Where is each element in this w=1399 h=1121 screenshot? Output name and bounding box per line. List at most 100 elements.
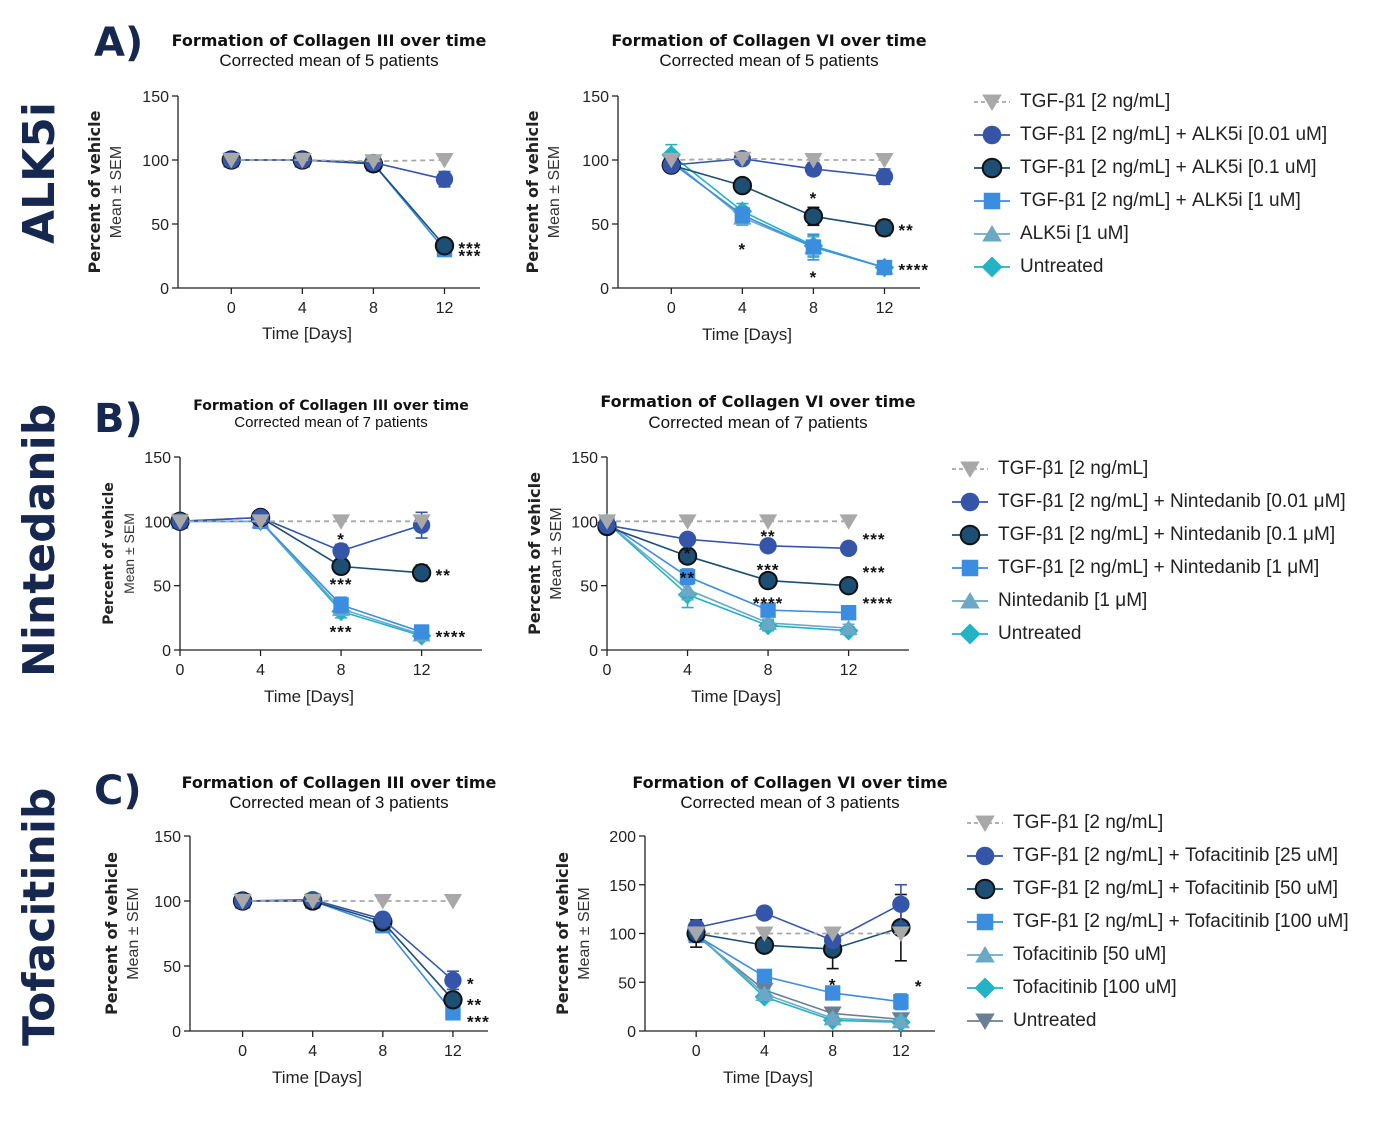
significance-label: **** bbox=[436, 628, 466, 647]
y-axis-label: Percent of vehicle bbox=[102, 852, 121, 1015]
series-line bbox=[671, 164, 885, 229]
series-5 bbox=[686, 923, 911, 1033]
data-point bbox=[824, 985, 841, 1001]
data-point bbox=[413, 624, 430, 640]
legend-label: Untreated bbox=[1020, 255, 1104, 277]
chart-title: Formation of Collagen III over time bbox=[193, 398, 468, 414]
series-2 bbox=[221, 150, 455, 256]
significance-label: *** bbox=[330, 575, 353, 594]
y-axis-sublabel: Mean ± SEM bbox=[121, 513, 137, 594]
legend-marker bbox=[960, 591, 980, 608]
data-point bbox=[732, 175, 753, 196]
data-point bbox=[303, 894, 322, 910]
data-point bbox=[734, 207, 751, 223]
legend-marker-icon bbox=[952, 524, 988, 545]
chart-subtitle: Corrected mean of 5 patients bbox=[659, 51, 878, 70]
legend-item: TGF-β1 [2 ng/mL] + Tofacitinib [25 uM] bbox=[965, 839, 1349, 872]
series-line bbox=[696, 903, 902, 942]
legend-marker-icon bbox=[952, 461, 988, 478]
x-tick-label: 0 bbox=[176, 662, 185, 679]
chart-A-col3: Formation of Collagen III over timeCorre… bbox=[85, 31, 487, 343]
y-tick-label: 0 bbox=[162, 643, 171, 660]
series-line bbox=[180, 520, 422, 633]
legend-marker bbox=[959, 524, 981, 545]
y-tick-label: 0 bbox=[600, 281, 609, 298]
x-axis-label: Time [Days] bbox=[272, 1068, 362, 1087]
data-point bbox=[759, 537, 777, 555]
series-line bbox=[231, 159, 445, 180]
legend-item: TGF-β1 [2 ng/mL] + ALK5i [1 uM] bbox=[972, 184, 1327, 217]
chart-title: Formation of Collagen VI over time bbox=[632, 773, 947, 792]
significance-label: *** bbox=[863, 563, 886, 582]
x-tick-label: 0 bbox=[667, 300, 676, 317]
y-tick-label: 0 bbox=[627, 1024, 636, 1041]
data-point bbox=[876, 259, 893, 276]
y-axis-label: Percent of vehicle bbox=[85, 110, 104, 273]
data-point bbox=[756, 968, 773, 985]
data-point bbox=[333, 597, 349, 613]
data-point bbox=[805, 239, 822, 255]
x-axis-label: Time [Days] bbox=[262, 324, 352, 343]
legend-label: Tofacitinib [100 uM] bbox=[1013, 976, 1177, 998]
y-axis-label: Percent of vehicle bbox=[101, 482, 117, 625]
y-tick-label: 0 bbox=[589, 643, 598, 660]
y-axis-label: Percent of vehicle bbox=[553, 852, 572, 1015]
y-axis-sublabel: Mean ± SEM bbox=[125, 887, 142, 979]
significance-label: **** bbox=[863, 594, 893, 613]
data-point bbox=[804, 153, 823, 169]
legend-item: Tofacitinib [50 uM] bbox=[965, 938, 1349, 971]
y-axis-sublabel: Mean ± SEM bbox=[548, 507, 565, 599]
series-line bbox=[695, 932, 901, 1024]
series-2 bbox=[661, 155, 895, 238]
chart-B-col3: Formation of Collagen III over timeCorre… bbox=[101, 398, 482, 706]
x-tick-label: 8 bbox=[764, 662, 773, 679]
y-tick-label: 150 bbox=[609, 878, 636, 895]
series-line bbox=[242, 900, 454, 1001]
data-point bbox=[445, 1005, 461, 1021]
significance-label: * bbox=[915, 977, 923, 996]
y-tick-label: 100 bbox=[609, 927, 636, 944]
series-line bbox=[606, 522, 849, 632]
data-point bbox=[758, 514, 778, 530]
series-4 bbox=[597, 514, 858, 636]
legend-marker bbox=[961, 559, 979, 576]
data-point bbox=[222, 153, 241, 169]
legend-item: TGF-β1 [2 ng/mL] + Nintedanib [1 μM] bbox=[950, 551, 1346, 584]
legend-item: TGF-β1 [2 ng/mL] + Nintedanib [0.01 μM] bbox=[950, 485, 1346, 518]
y-tick-label: 50 bbox=[580, 579, 598, 596]
legend-item: TGF-β1 [2 ng/mL] + Nintedanib [0.1 μM] bbox=[950, 518, 1346, 551]
data-point bbox=[892, 895, 910, 913]
legend-marker-icon bbox=[974, 94, 1010, 111]
chart-subtitle: Corrected mean of 3 patients bbox=[229, 793, 448, 812]
y-tick-label: 50 bbox=[618, 975, 636, 992]
significance-label: * bbox=[810, 268, 818, 287]
x-tick-label: 4 bbox=[683, 662, 692, 679]
legend-label: TGF-β1 [2 ng/mL] + Tofacitinib [25 uM] bbox=[1013, 844, 1339, 866]
series-1 bbox=[171, 508, 431, 560]
x-axis-label: Time [Days] bbox=[702, 325, 792, 344]
significance-label: *** bbox=[467, 1012, 490, 1031]
y-tick-label: 100 bbox=[142, 153, 169, 170]
series-0 bbox=[170, 514, 431, 530]
legend-marker bbox=[960, 461, 980, 478]
x-tick-label: 8 bbox=[369, 300, 378, 317]
x-tick-label: 4 bbox=[298, 300, 307, 317]
y-tick-label: 0 bbox=[160, 281, 169, 298]
x-tick-label: 4 bbox=[760, 1043, 769, 1060]
legend-item: TGF-β1 [2 ng/mL] bbox=[972, 85, 1327, 118]
series-line bbox=[695, 934, 901, 1003]
chart-title: Formation of Collagen III over time bbox=[182, 773, 497, 792]
x-axis-label: Time [Days] bbox=[691, 687, 781, 706]
legend-marker-icon bbox=[952, 559, 988, 576]
legend-label: TGF-β1 [2 ng/mL] + Nintedanib [1 μM] bbox=[998, 556, 1320, 578]
series-line bbox=[180, 520, 422, 636]
legend-marker bbox=[975, 815, 995, 832]
data-point bbox=[733, 151, 752, 168]
x-tick-label: 4 bbox=[308, 1043, 317, 1060]
x-tick-label: 0 bbox=[603, 662, 612, 679]
series-4 bbox=[662, 151, 894, 275]
y-tick-label: 150 bbox=[144, 450, 171, 467]
legend-label: TGF-β1 [2 ng/mL] + Nintedanib [0.01 μM] bbox=[998, 490, 1346, 512]
legend-marker bbox=[959, 623, 981, 644]
